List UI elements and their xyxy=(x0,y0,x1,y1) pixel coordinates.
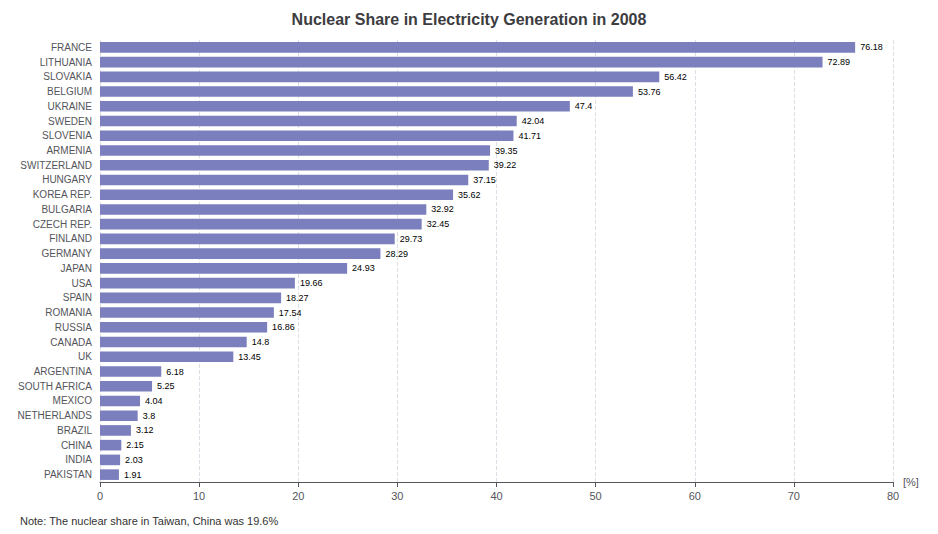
svg-text:40: 40 xyxy=(490,490,502,502)
svg-text:5.25: 5.25 xyxy=(157,381,175,391)
svg-text:INDIA: INDIA xyxy=(65,454,92,465)
svg-text:BULGARIA: BULGARIA xyxy=(41,204,92,215)
svg-text:JAPAN: JAPAN xyxy=(61,263,93,274)
svg-text:4.04: 4.04 xyxy=(145,396,163,406)
svg-text:HUNGARY: HUNGARY xyxy=(42,174,92,185)
svg-text:10: 10 xyxy=(193,490,205,502)
svg-text:USA: USA xyxy=(71,278,92,289)
svg-text:80: 80 xyxy=(887,490,899,502)
svg-text:0: 0 xyxy=(97,490,103,502)
svg-text:Nuclear Share in Electricity G: Nuclear Share in Electricity Generation … xyxy=(292,11,647,28)
svg-text:BRAZIL: BRAZIL xyxy=(57,425,92,436)
svg-text:13.45: 13.45 xyxy=(238,352,261,362)
svg-text:39.22: 39.22 xyxy=(494,160,517,170)
svg-text:SWITZERLAND: SWITZERLAND xyxy=(20,160,92,171)
svg-text:50: 50 xyxy=(590,490,602,502)
svg-text:6.18: 6.18 xyxy=(166,367,184,377)
svg-text:Note: The nuclear share in Tai: Note: The nuclear share in Taiwan, China… xyxy=(20,515,278,527)
svg-text:76.18: 76.18 xyxy=(860,42,883,52)
svg-text:ARMENIA: ARMENIA xyxy=(46,145,92,156)
svg-text:KOREA REP.: KOREA REP. xyxy=(33,189,92,200)
svg-text:SWEDEN: SWEDEN xyxy=(48,116,92,127)
svg-text:47.4: 47.4 xyxy=(575,101,593,111)
svg-text:16.86: 16.86 xyxy=(272,322,295,332)
svg-text:35.62: 35.62 xyxy=(458,190,481,200)
svg-text:37.15: 37.15 xyxy=(473,175,496,185)
svg-text:20: 20 xyxy=(292,490,304,502)
svg-text:17.54: 17.54 xyxy=(279,308,302,318)
svg-text:[%]: [%] xyxy=(903,476,919,488)
svg-text:UK: UK xyxy=(78,351,92,362)
svg-text:19.66: 19.66 xyxy=(300,278,323,288)
svg-text:3.8: 3.8 xyxy=(143,411,156,421)
svg-text:53.76: 53.76 xyxy=(638,87,661,97)
svg-text:ARGENTINA: ARGENTINA xyxy=(34,366,93,377)
svg-text:32.45: 32.45 xyxy=(427,219,450,229)
svg-text:LITHUANIA: LITHUANIA xyxy=(40,57,93,68)
svg-text:24.93: 24.93 xyxy=(352,263,375,273)
svg-text:28.29: 28.29 xyxy=(385,249,408,259)
svg-text:SLOVAKIA: SLOVAKIA xyxy=(43,71,92,82)
svg-text:29.73: 29.73 xyxy=(400,234,423,244)
svg-text:NETHERLANDS: NETHERLANDS xyxy=(18,410,93,421)
svg-text:CZECH REP.: CZECH REP. xyxy=(33,219,92,230)
svg-text:3.12: 3.12 xyxy=(136,425,154,435)
svg-text:2.03: 2.03 xyxy=(125,455,143,465)
svg-text:RUSSIA: RUSSIA xyxy=(55,322,93,333)
svg-text:60: 60 xyxy=(689,490,701,502)
svg-text:BELGIUM: BELGIUM xyxy=(47,86,92,97)
svg-text:SPAIN: SPAIN xyxy=(63,292,92,303)
svg-text:2.15: 2.15 xyxy=(126,440,144,450)
svg-text:32.92: 32.92 xyxy=(431,204,454,214)
svg-text:FINLAND: FINLAND xyxy=(49,233,92,244)
svg-text:72.89: 72.89 xyxy=(828,57,851,67)
svg-text:CHINA: CHINA xyxy=(61,440,92,451)
svg-text:UKRAINE: UKRAINE xyxy=(48,101,93,112)
svg-text:42.04: 42.04 xyxy=(522,116,545,126)
svg-text:SOUTH AFRICA: SOUTH AFRICA xyxy=(18,381,92,392)
svg-text:GERMANY: GERMANY xyxy=(41,248,92,259)
svg-text:30: 30 xyxy=(391,490,403,502)
svg-text:70: 70 xyxy=(788,490,800,502)
svg-text:CANADA: CANADA xyxy=(50,337,92,348)
svg-text:18.27: 18.27 xyxy=(286,293,309,303)
svg-text:PAKISTAN: PAKISTAN xyxy=(44,469,92,480)
svg-text:MEXICO: MEXICO xyxy=(53,395,93,406)
svg-text:1.91: 1.91 xyxy=(124,470,142,480)
svg-text:39.35: 39.35 xyxy=(495,146,518,156)
svg-text:ROMANIA: ROMANIA xyxy=(45,307,92,318)
svg-text:41.71: 41.71 xyxy=(518,131,541,141)
svg-text:14.8: 14.8 xyxy=(252,337,270,347)
svg-text:56.42: 56.42 xyxy=(664,72,687,82)
svg-text:SLOVENIA: SLOVENIA xyxy=(42,130,92,141)
svg-text:FRANCE: FRANCE xyxy=(51,42,92,53)
